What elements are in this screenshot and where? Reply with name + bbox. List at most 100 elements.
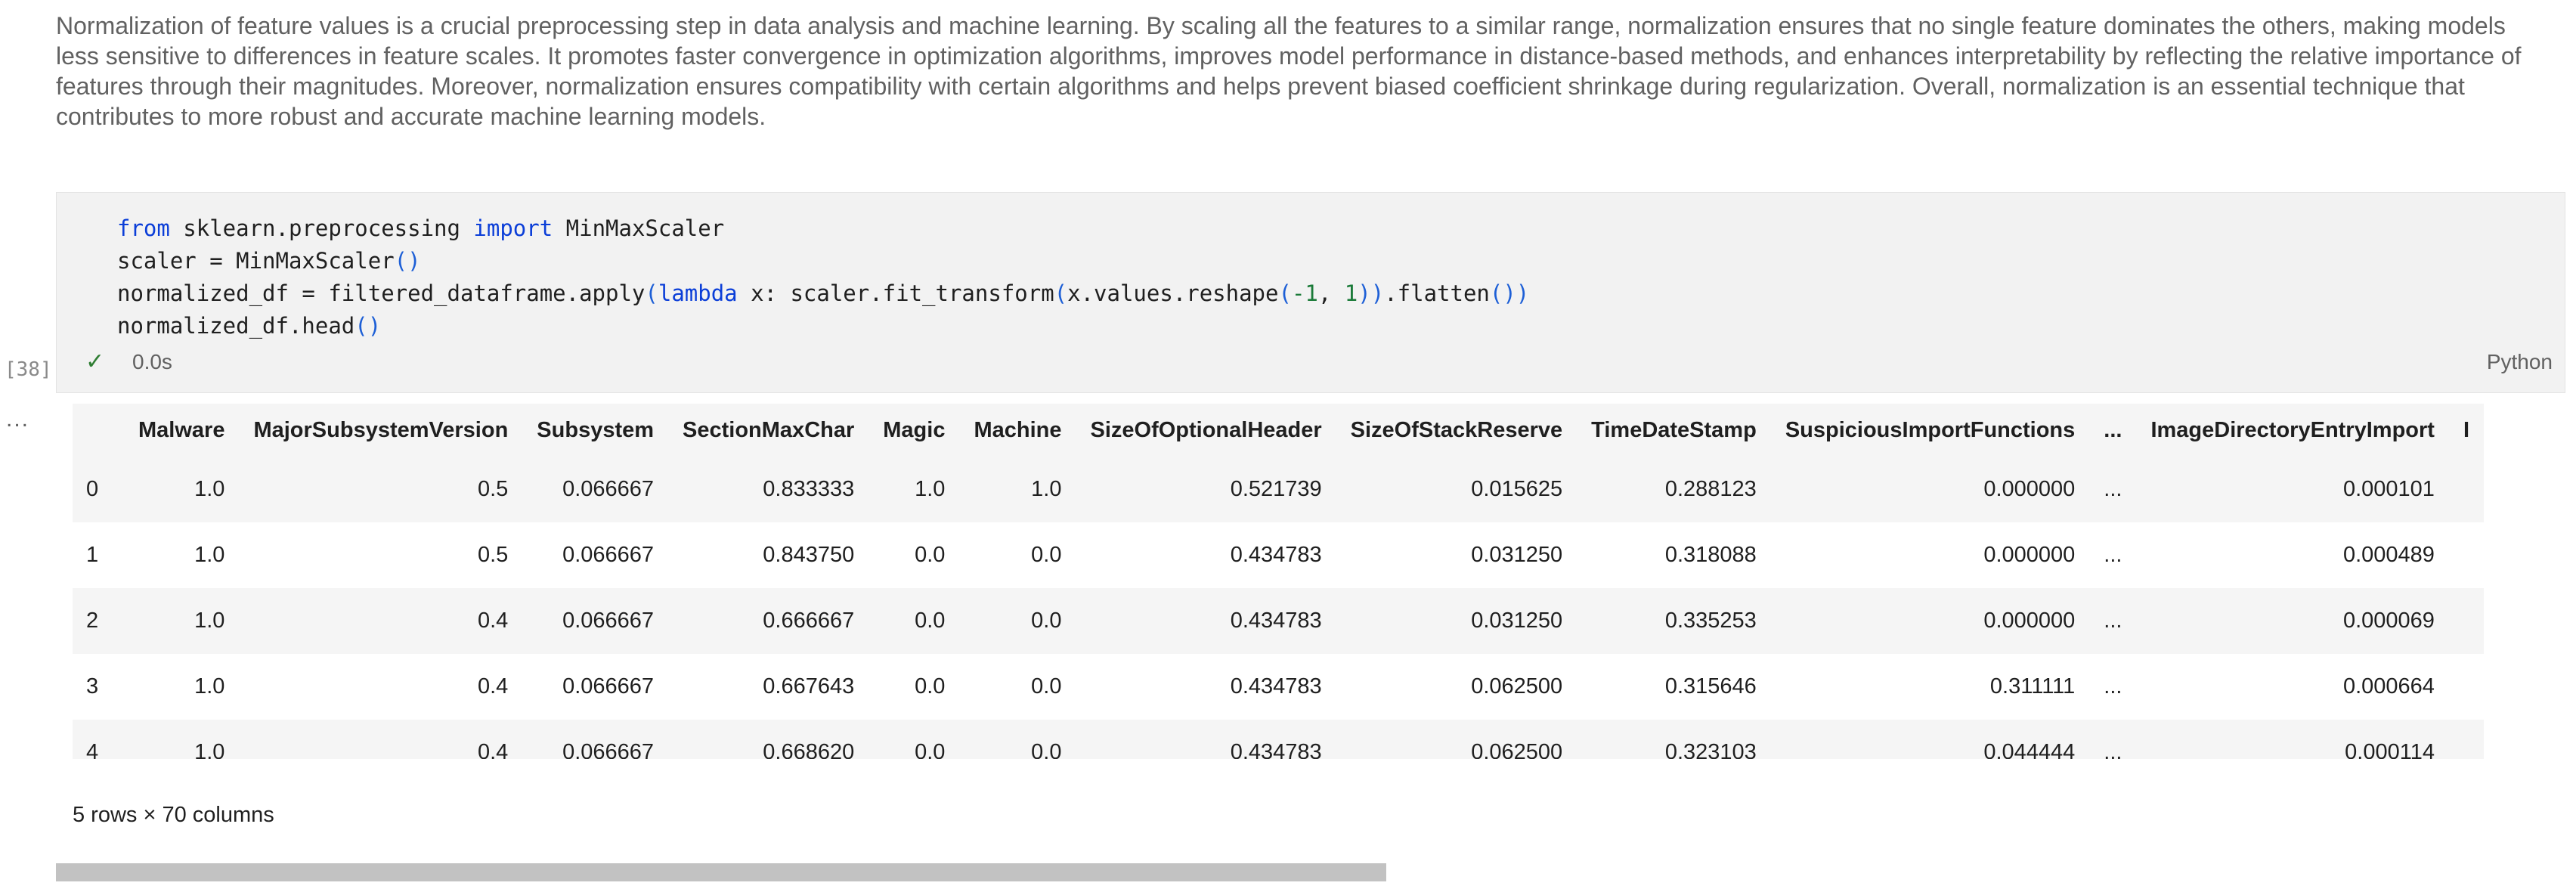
code-editor[interactable]: from sklearn.preprocessing import MinMax… [117, 212, 1529, 342]
table-cell: 0.062500 [1336, 654, 1577, 720]
table-cell: 0.000114 [2136, 720, 2449, 759]
row-index: 3 [73, 654, 124, 720]
markdown-paragraph: Normalization of feature values is a cru… [56, 12, 2522, 130]
execution-time: 0.0s [132, 350, 172, 373]
table-cell: 1.0 [124, 588, 240, 654]
row-index: 1 [73, 522, 124, 588]
column-header: SizeOfStackReserve [1336, 404, 1577, 457]
table-cell: 0.000000 [1770, 588, 2090, 654]
table-cell: 1.0 [124, 522, 240, 588]
code-line-4: normalized_df.head() [117, 313, 382, 339]
row-index: 2 [73, 588, 124, 654]
table-cell: 0.315646 [1577, 654, 1771, 720]
ellipsis-icon[interactable]: ... [6, 407, 30, 432]
scrollbar-thumb[interactable] [56, 863, 1386, 881]
column-header: SectionMaxChar [668, 404, 869, 457]
table-cell: 0.031250 [1336, 588, 1577, 654]
table-cell: 0.0 [868, 654, 960, 720]
table-cell: 0.0 [959, 588, 1076, 654]
column-header: SizeOfOptionalHeader [1076, 404, 1336, 457]
table-cell: 0.000101 [2136, 457, 2449, 522]
table-cell: 0.4 [239, 720, 523, 759]
table-cell: ... [2089, 588, 2137, 654]
table-cell: ... [2089, 457, 2137, 522]
table-cell: 0.031250 [1336, 522, 1577, 588]
column-header: TimeDateStamp [1577, 404, 1771, 457]
table-cell: 0.066667 [522, 457, 669, 522]
table-cell: 0.0 [959, 654, 1076, 720]
table-cell: 0.5 [239, 457, 523, 522]
table-cell: 0.0 [868, 588, 960, 654]
table-cell: 0.066667 [522, 654, 669, 720]
index-header [73, 404, 124, 457]
table-cell: 0.4 [239, 654, 523, 720]
table-cell: 0.0 [959, 720, 1076, 759]
table-cell: 0.335253 [1577, 588, 1771, 654]
table-cell: 0.668620 [668, 720, 869, 759]
table-cell: 0.521739 [1076, 457, 1336, 522]
row-index: 4 [73, 720, 124, 759]
code-line-3: normalized_df = filtered_dataframe.apply… [117, 280, 1530, 306]
column-header: Magic [868, 404, 960, 457]
table-cell: 0.0 [868, 522, 960, 588]
table-body: 0 1.0 0.5 0.066667 0.833333 1.0 1.0 0.521739 0.0… [73, 457, 2485, 759]
table-cell: 0.000069 [2136, 588, 2449, 654]
table-cell [2448, 457, 2485, 522]
column-header: ImageDirectoryEntryImport [2136, 404, 2449, 457]
table-cell: 0.066667 [522, 588, 669, 654]
execution-count: [38] [5, 358, 52, 381]
table-cell: 0.434783 [1076, 654, 1336, 720]
table-cell: 0.000000 [1770, 522, 2090, 588]
table-cell: 0.288123 [1577, 457, 1771, 522]
table-cell: 0.434783 [1076, 522, 1336, 588]
table-cell: 1.0 [959, 457, 1076, 522]
table-cell: 1.0 [124, 720, 240, 759]
table-cell [2448, 720, 2485, 759]
table-row: 1 1.0 0.5 0.066667 0.843750 0.0 0.0 0.434783 0.0… [73, 522, 2485, 588]
column-header: I [2448, 404, 2485, 457]
table-cell: 0.311111 [1770, 654, 2090, 720]
table-row: 3 1.0 0.4 0.066667 0.667643 0.0 0.0 0.434783 0.0… [73, 654, 2485, 720]
table-cell [2448, 588, 2485, 654]
cell-status-bar: ✓ 0.0s Python [57, 344, 2565, 382]
column-header: SuspiciousImportFunctions [1770, 404, 2090, 457]
table-cell: 0.015625 [1336, 457, 1577, 522]
table-row: 2 1.0 0.4 0.066667 0.666667 0.0 0.0 0.434783 0.0… [73, 588, 2485, 654]
code-line-1: from sklearn.preprocessing import MinMax… [117, 215, 725, 241]
column-header: Machine [959, 404, 1076, 457]
table-cell: ... [2089, 522, 2137, 588]
table-cell: 0.833333 [668, 457, 869, 522]
table-cell: 0.434783 [1076, 588, 1336, 654]
table-cell: 0.0 [959, 522, 1076, 588]
table-cell: 1.0 [124, 457, 240, 522]
dataframe-table: Malware MajorSubsystemVersion Subsystem Sec… [73, 404, 2485, 759]
table-cell: 0.318088 [1577, 522, 1771, 588]
table-cell: ... [2089, 720, 2137, 759]
code-cell[interactable]: from sklearn.preprocessing import MinMax… [56, 192, 2565, 393]
table-header-row: Malware MajorSubsystemVersion Subsystem Sec… [73, 404, 2485, 457]
table-cell: 1.0 [868, 457, 960, 522]
cell-output: Malware MajorSubsystemVersion Subsystem Sec… [73, 404, 2576, 759]
table-cell: 0.0 [868, 720, 960, 759]
table-cell: 0.667643 [668, 654, 869, 720]
column-header: MajorSubsystemVersion [239, 404, 523, 457]
table-cell: 0.066667 [522, 720, 669, 759]
language-indicator[interactable]: Python [2486, 350, 2553, 373]
table-cell: 0.666667 [668, 588, 869, 654]
table-cell: 0.000664 [2136, 654, 2449, 720]
table-cell: ... [2089, 654, 2137, 720]
table-row: 4 1.0 0.4 0.066667 0.668620 0.0 0.0 0.434783 0.0… [73, 720, 2485, 759]
table-cell: 0.062500 [1336, 720, 1577, 759]
row-index: 0 [73, 457, 124, 522]
table-cell: 0.434783 [1076, 720, 1336, 759]
column-header: Subsystem [522, 404, 669, 457]
check-icon: ✓ [85, 349, 105, 374]
table-cell: 0.000489 [2136, 522, 2449, 588]
table-cell: 0.000000 [1770, 457, 2090, 522]
table-row: 0 1.0 0.5 0.066667 0.833333 1.0 1.0 0.521739 0.0… [73, 457, 2485, 522]
table-cell: 1.0 [124, 654, 240, 720]
column-header: Malware [124, 404, 240, 457]
table-cell: 0.044444 [1770, 720, 2090, 759]
horizontal-scrollbar[interactable] [56, 863, 2565, 881]
table-cell [2448, 654, 2485, 720]
